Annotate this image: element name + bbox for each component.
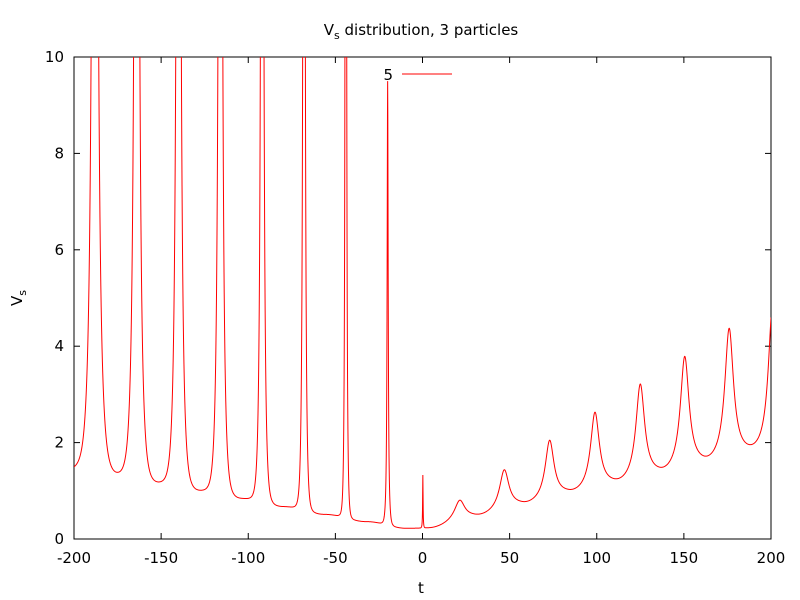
legend: 5 <box>383 66 452 84</box>
x-axis: -200 -150 -100 -50 0 50 100 150 200 <box>57 57 785 567</box>
x-tick-label: 50 <box>500 549 519 567</box>
y-tick-label: 0 <box>54 530 64 548</box>
y-axis: 0 2 4 6 8 10 <box>45 48 771 548</box>
chart-title-rest: distribution, 3 particles <box>340 21 519 39</box>
y-tick-label: 2 <box>54 434 64 452</box>
legend-label: 5 <box>383 66 393 84</box>
chart-title-subscript: s <box>334 29 340 42</box>
series-line <box>74 57 771 529</box>
x-tick-label: 200 <box>757 549 786 567</box>
chart-title: Vs distribution, 3 particles <box>324 21 519 42</box>
x-tick-label: -50 <box>323 549 348 567</box>
y-tick-label: 8 <box>54 144 64 162</box>
plot-frame <box>73 56 772 540</box>
y-tick-label: 6 <box>54 241 64 259</box>
x-tick-label: -200 <box>57 549 91 567</box>
y-axis-label-subscript: s <box>16 290 29 296</box>
y-tick-label: 10 <box>45 48 64 66</box>
x-tick-label: 0 <box>418 549 428 567</box>
x-tick-label: -100 <box>231 549 265 567</box>
y-tick-label: 4 <box>54 337 64 355</box>
x-axis-label: t <box>418 579 424 597</box>
x-tick-label: 100 <box>582 549 611 567</box>
x-tick-label: 150 <box>670 549 699 567</box>
x-tick-label: -150 <box>144 549 178 567</box>
y-axis-label-main: V <box>8 295 26 306</box>
chart-title-main: V <box>324 21 335 39</box>
y-axis-label: Vs <box>8 290 29 306</box>
